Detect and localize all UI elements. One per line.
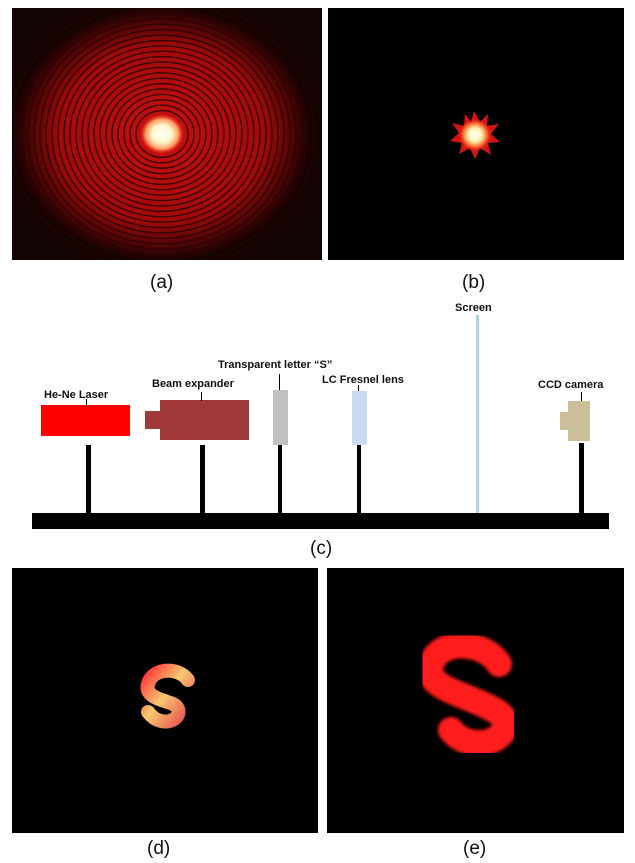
interference-ring <box>12 8 315 260</box>
focused-spot-image <box>328 8 624 260</box>
optical-rail <box>32 513 609 529</box>
caption-b: (b) <box>462 272 486 293</box>
camera-post <box>579 443 584 515</box>
interference-ring <box>129 104 195 164</box>
interference-ring <box>69 50 255 218</box>
interference-ring <box>75 55 249 213</box>
laser-post <box>86 445 91 515</box>
caption-c: (c) <box>310 538 333 559</box>
expander-label: Beam expander <box>152 378 235 390</box>
central-bright-spot <box>140 114 184 154</box>
setup-schematic: He-Ne Laser Beam expander Transparent le… <box>32 302 609 529</box>
panel-e-large-s-image <box>327 568 624 833</box>
interference-ring <box>99 77 225 191</box>
expander-body <box>160 400 249 440</box>
panel-b-focused-spot <box>328 8 624 260</box>
spot-core <box>458 118 492 152</box>
small-s-image <box>12 568 318 833</box>
expander-post <box>200 445 205 515</box>
camera-body <box>568 401 590 441</box>
lens-post <box>357 445 361 515</box>
expander-label-tick <box>201 392 202 401</box>
laser-body <box>41 405 130 436</box>
interference-ring <box>21 8 303 260</box>
caption-e: (e) <box>463 838 487 859</box>
interference-ring <box>105 82 219 186</box>
interference-ring <box>27 12 297 256</box>
expander-nozzle <box>145 411 161 429</box>
interference-ring <box>135 109 189 159</box>
interference-ring <box>39 23 285 245</box>
object-label-tick <box>279 374 280 390</box>
interference-ring <box>81 61 243 207</box>
camera-lens <box>560 412 570 430</box>
object-label: Transparent letter “S” <box>218 359 332 371</box>
interference-ring <box>63 45 261 223</box>
caption-d: (d) <box>147 838 171 859</box>
interference-ring <box>123 99 201 169</box>
laser-label-tick <box>86 399 87 407</box>
lens-plate <box>352 391 367 445</box>
letter-s-large <box>417 632 519 757</box>
letter-s-small <box>140 663 195 729</box>
object-slide <box>273 390 288 445</box>
interference-rings <box>12 8 315 260</box>
interference-ring <box>57 39 267 229</box>
ring-pattern-image <box>12 8 322 260</box>
screen-plate <box>476 315 479 513</box>
panel-d-small-s-image <box>12 568 318 833</box>
caption-a: (a) <box>150 272 174 293</box>
lens-label: LC Fresnel lens <box>322 374 404 386</box>
interference-ring <box>33 18 291 250</box>
object-post <box>278 445 282 515</box>
interference-ring <box>117 93 207 175</box>
interference-ring <box>111 88 213 180</box>
interference-ring <box>51 34 273 234</box>
laser-label: He-Ne Laser <box>44 389 109 401</box>
panel-a-ring-pattern <box>12 8 322 260</box>
interference-ring <box>93 72 231 196</box>
camera-label-tick <box>581 392 582 401</box>
interference-ring <box>45 28 279 240</box>
camera-label: CCD camera <box>538 379 604 391</box>
interference-ring <box>87 66 237 202</box>
interference-ring <box>15 8 309 260</box>
lens-label-tick <box>358 385 359 391</box>
screen-label: Screen <box>455 302 492 314</box>
large-s-image <box>327 568 624 833</box>
